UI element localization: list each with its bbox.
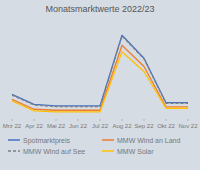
x-tick [56,119,57,121]
x-tick-label: Jun 22 [69,123,88,129]
x-tick-label: Jul 22 [92,123,109,129]
x-tick [100,119,101,121]
legend-label: MMW Wind auf See [23,148,85,155]
legend-label: MMW Wind an Land [117,137,181,144]
legend-swatch [8,139,20,141]
legend-label: Spotmarktpreis [23,137,71,145]
series-line [12,52,188,112]
x-tick [78,119,79,121]
x-tick-label: Okt 22 [157,123,175,129]
x-tick-label: Sep 22 [134,123,154,129]
x-tick-label: Mai 22 [47,123,66,129]
legend: Spotmarktpreis MMW Wind an Land MMW Wind a… [8,137,181,155]
x-tick-label: Apr 22 [25,123,43,129]
title: Monatsmarktwerte 2022/23 [45,4,154,14]
legend-swatch [8,150,20,152]
x-tick [188,119,189,121]
x-tick-label: Nov 22 [178,123,198,129]
series-line [12,35,188,106]
legend-swatch [102,150,114,152]
x-tick [122,119,123,121]
x-tick [12,119,13,121]
lines [12,35,188,112]
x-tick [34,119,35,121]
x-tick-label: Mrz 22 [3,123,22,129]
x-tick [144,119,145,121]
legend-swatch [102,139,114,141]
series-line [12,36,188,107]
x-tick [166,119,167,121]
legend-label: MMW Solar [117,148,154,155]
x-tick-label: Aug 22 [112,123,132,129]
chart: Monatsmarktwerte 2022/23 Mrz 22Apr 22 Mai … [0,0,200,170]
background [0,0,200,170]
